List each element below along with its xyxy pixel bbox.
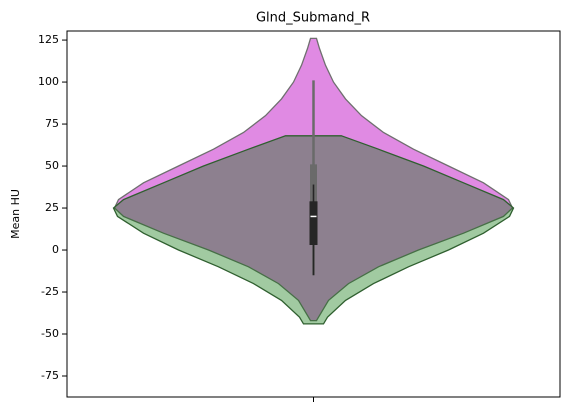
y-tick-label: -75 bbox=[41, 369, 59, 382]
y-tick-label: 25 bbox=[45, 201, 59, 214]
y-tick-label: 75 bbox=[45, 117, 59, 130]
chart-title: Glnd_Submand_R bbox=[256, 11, 370, 26]
y-tick-label: 0 bbox=[52, 243, 59, 256]
plot-frame bbox=[66, 30, 561, 398]
y-tick-label: 125 bbox=[38, 33, 59, 46]
y-axis-label: Mean HU bbox=[9, 189, 22, 239]
y-tick-label: -50 bbox=[41, 327, 59, 340]
y-tick-label: -25 bbox=[41, 285, 59, 298]
y-tick-label: 50 bbox=[45, 159, 59, 172]
box-iqr bbox=[309, 201, 318, 245]
y-tick-label: 100 bbox=[38, 75, 59, 88]
